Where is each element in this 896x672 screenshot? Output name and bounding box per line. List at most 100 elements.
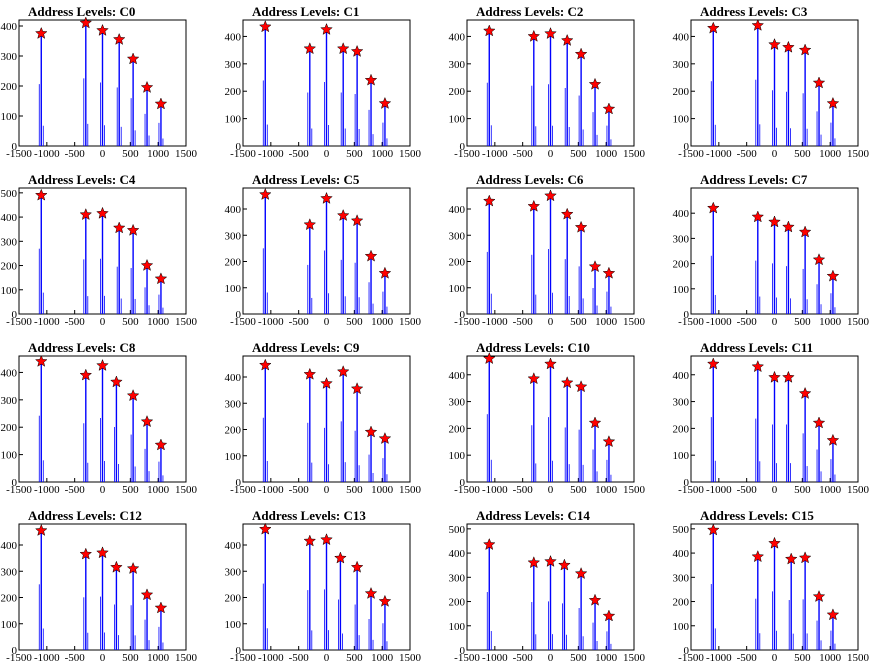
peak-marker xyxy=(482,537,496,551)
peak-marker xyxy=(574,220,588,233)
peak-marker xyxy=(782,220,795,233)
peak-marker xyxy=(96,23,109,36)
y-tick-label: 400 xyxy=(449,204,466,216)
y-tick-label: 100 xyxy=(225,619,242,631)
x-tick-label: 500 xyxy=(570,484,587,496)
peak-marker xyxy=(706,21,720,34)
x-tick-label: -1500 xyxy=(230,148,256,160)
x-tick-label: -1000 xyxy=(258,484,284,496)
peak-marker xyxy=(544,189,557,202)
x-tick-label: -500 xyxy=(513,484,534,496)
peak-marker xyxy=(826,96,840,109)
y-tick-label: 200 xyxy=(673,423,690,435)
x-tick-label: 500 xyxy=(794,148,811,160)
peak-marker xyxy=(482,352,496,365)
y-tick-label: 100 xyxy=(1,619,18,631)
peak-marker xyxy=(34,523,48,536)
y-tick-label: 500 xyxy=(673,524,690,536)
chart-title: Address Levels: C13 xyxy=(252,508,366,523)
y-tick-label: 400 xyxy=(1,367,18,379)
chart-title: Address Levels: C14 xyxy=(476,508,590,523)
y-tick-label: 100 xyxy=(1,111,18,123)
peak-marker xyxy=(79,208,93,221)
peak-marker xyxy=(768,370,781,383)
peak-marker xyxy=(126,561,140,575)
peak-marker xyxy=(482,24,496,37)
x-tick-label: 1000 xyxy=(819,316,842,328)
chart-panel: Address Levels: C0 0 100 200 300 400 -1500 -100… xyxy=(0,0,224,168)
peak-marker xyxy=(782,40,795,53)
x-tick-label: 1000 xyxy=(595,484,618,496)
chart-title: Address Levels: C0 xyxy=(28,4,136,19)
y-tick-label: 100 xyxy=(1,450,18,462)
x-tick-label: 1000 xyxy=(147,652,170,664)
y-tick-label: 300 xyxy=(449,572,466,584)
x-tick-label: -500 xyxy=(737,484,758,496)
x-tick-label: -1500 xyxy=(678,484,704,496)
x-tick-label: 0 xyxy=(100,652,106,664)
x-tick-label: 500 xyxy=(570,316,587,328)
chart-plot: 0 100 200 300 400 -1500 -1000 -500 0 500 1000 1500 xyxy=(449,352,646,496)
y-tick-label: 100 xyxy=(673,450,690,462)
y-tick-label: 400 xyxy=(673,208,690,220)
x-tick-label: 1500 xyxy=(847,652,870,664)
peak-marker xyxy=(602,609,616,622)
y-tick-label: 100 xyxy=(449,450,466,462)
chart-panel: Address Levels: C8 0 100 200 300 400 -1500 -100… xyxy=(0,336,224,504)
x-tick-label: 1500 xyxy=(623,148,646,160)
y-tick-label: 0 xyxy=(684,309,690,321)
x-tick-label: 1000 xyxy=(595,316,618,328)
x-tick-label: -1000 xyxy=(258,316,284,328)
peak-marker xyxy=(154,601,168,614)
peak-marker xyxy=(110,375,123,388)
x-tick-label: 1000 xyxy=(371,148,394,160)
x-tick-label: -1000 xyxy=(482,484,508,496)
x-tick-label: 1000 xyxy=(595,652,618,664)
peak-marker xyxy=(364,586,378,599)
chart-title: Address Levels: C1 xyxy=(252,4,360,19)
x-tick-label: 0 xyxy=(324,652,330,664)
y-tick-label: 100 xyxy=(449,283,466,295)
y-tick-label: 100 xyxy=(673,621,690,633)
x-tick-label: 1500 xyxy=(399,484,422,496)
peak-marker xyxy=(320,376,333,389)
y-tick-label: 0 xyxy=(460,645,466,657)
peak-marker xyxy=(782,370,795,383)
chart-plot: 0 100 200 300 400 -1500 -1000 -500 0 500 1000 1500 xyxy=(225,187,422,328)
x-tick-label: -1000 xyxy=(258,652,284,664)
x-tick-label: 1500 xyxy=(623,484,646,496)
x-tick-label: 1000 xyxy=(147,316,170,328)
y-tick-label: 300 xyxy=(449,397,466,409)
peak-marker xyxy=(140,258,154,271)
y-tick-label: 200 xyxy=(449,597,466,609)
chart-panel: Address Levels: C3 0 100 200 300 400 -1500 -100… xyxy=(672,0,896,168)
peak-marker xyxy=(258,358,272,371)
chart-title: Address Levels: C9 xyxy=(252,340,360,355)
y-tick-label: 300 xyxy=(673,233,690,245)
y-tick-label: 400 xyxy=(449,548,466,560)
chart-plot: 0 100 200 300 400 -1500 -1000 -500 0 500 1000 1500 xyxy=(1,354,198,496)
x-tick-label: 0 xyxy=(548,652,554,664)
x-tick-label: -1000 xyxy=(34,652,60,664)
y-tick-label: 0 xyxy=(236,645,242,657)
chart-title: Address Levels: C12 xyxy=(28,508,142,523)
peak-marker xyxy=(79,16,93,29)
peak-marker xyxy=(112,32,126,45)
x-tick-label: -500 xyxy=(513,652,534,664)
x-tick-label: 1500 xyxy=(399,652,422,664)
peak-marker xyxy=(378,594,392,607)
y-tick-label: 300 xyxy=(1,236,18,248)
peak-marker xyxy=(798,551,812,564)
peak-marker xyxy=(798,43,812,56)
peak-marker xyxy=(574,380,588,393)
chart-plot: 0 100 200 300 400 500 -1500 -1000 -500 0 500 1000 15… xyxy=(673,523,870,664)
y-tick-label: 0 xyxy=(12,309,18,321)
peak-marker xyxy=(303,218,317,231)
x-tick-label: 500 xyxy=(794,652,811,664)
peak-marker xyxy=(378,96,392,109)
x-tick-label: 1000 xyxy=(819,652,842,664)
y-tick-label: 0 xyxy=(684,141,690,153)
x-tick-label: 1500 xyxy=(399,148,422,160)
chart-plot: 0 100 200 300 400 500 -1500 -1000 -500 0 500 1000 15… xyxy=(449,523,646,664)
peak-marker xyxy=(560,207,574,220)
